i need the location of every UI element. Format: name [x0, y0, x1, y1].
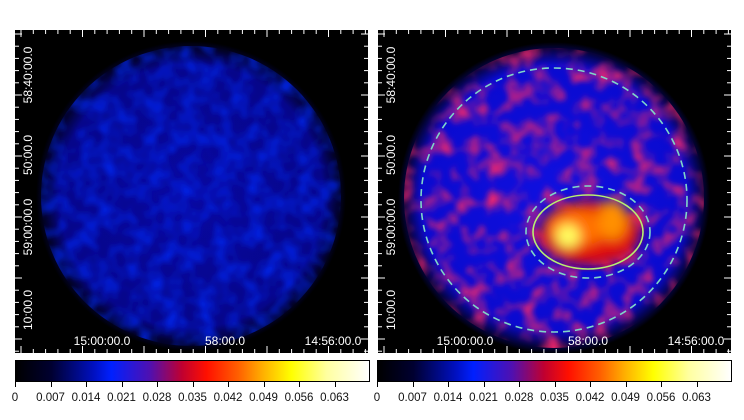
- colorbar-tick: [554, 382, 556, 387]
- colorbar-left: [15, 360, 370, 382]
- x-tick-label: 14:56:00.0: [667, 334, 725, 348]
- colorbar-tick: [448, 382, 449, 387]
- background-region-circle[interactable]: [420, 67, 688, 333]
- xray-image-right: [378, 30, 731, 353]
- colorbar-tick-label: 0.028: [504, 392, 534, 404]
- bright-core: [540, 200, 640, 265]
- axis-ticks: [378, 30, 731, 353]
- emission-texture: [41, 46, 341, 346]
- colorbar-tick-label: 0.035: [540, 392, 569, 404]
- image-panel-left: 58:40:00.0 50:00.0 59:00:00.0 10:00.0 15…: [15, 30, 368, 353]
- colorbar-tick: [625, 382, 627, 387]
- colorbar-tick: [590, 382, 591, 387]
- colorbar-tick-label: 0.063: [682, 392, 711, 404]
- y-tick-label: 10:00.0: [21, 289, 35, 331]
- x-tick-label: 58:00.0: [204, 334, 246, 348]
- colorbar-tick: [377, 382, 378, 387]
- colorbar-tick: [121, 382, 123, 387]
- colorbar-tick-label: 0.042: [213, 392, 243, 404]
- colorbar-tick: [50, 382, 52, 387]
- source-region-outer-dashed[interactable]: [525, 185, 651, 279]
- y-tick-label: 58:40:00.0: [21, 46, 35, 104]
- colorbar-tick-label: 0.014: [433, 392, 463, 404]
- colorbar-tick: [661, 382, 662, 387]
- x-tick-label: 14:56:00.0: [304, 334, 362, 348]
- xray-image-left: [15, 30, 368, 353]
- colorbar-tick-label: 0.007: [36, 392, 65, 404]
- colorbar-tick: [696, 382, 698, 387]
- y-tick-label: 50:00.0: [21, 134, 35, 176]
- colorbar-tick-label: 0: [373, 392, 381, 404]
- colorbar-tick-label: 0.056: [646, 392, 676, 404]
- y-tick-label: 58:40:00.0: [384, 46, 398, 104]
- axis-ticks: [15, 30, 368, 353]
- colorbar-tick-label: 0.021: [107, 392, 136, 404]
- x-tick-label: 58:00.0: [567, 334, 609, 348]
- colorbar-right: [377, 360, 732, 382]
- colorbar-tick: [86, 382, 87, 387]
- x-tick-label: 15:00:00.0: [436, 334, 494, 348]
- colorbar-tick-label: 0.049: [249, 392, 278, 404]
- colorbar-tick-label: 0.021: [469, 392, 498, 404]
- colorbar-tick: [412, 382, 414, 387]
- colorbar-tick-label: 0.014: [71, 392, 101, 404]
- y-tick-label: 10:00.0: [384, 289, 398, 331]
- colorbar-tick: [299, 382, 300, 387]
- colorbar-tick-label: 0.049: [611, 392, 640, 404]
- colorbar-tick-label: 0.056: [284, 392, 314, 404]
- colorbar-tick-label: 0.063: [320, 392, 349, 404]
- colorbar-tick: [15, 382, 16, 387]
- colorbar-tick-label: 0.028: [142, 392, 172, 404]
- colorbar-tick: [263, 382, 265, 387]
- colorbar-tick: [228, 382, 229, 387]
- y-tick-label: 59:00:00.0: [384, 198, 398, 256]
- colorbar-tick: [519, 382, 520, 387]
- colorbar-tick: [157, 382, 158, 387]
- image-panel-right: 58:40:00.0 50:00.0 59:00:00.0 10:00.0 15…: [378, 30, 731, 353]
- colorbar-tick-label: 0.035: [178, 392, 207, 404]
- colorbar-tick-label: 0.007: [398, 392, 427, 404]
- colorbar-tick-label: 0.042: [575, 392, 605, 404]
- source-region-ellipse[interactable]: [532, 194, 644, 270]
- colorbar-tick-label: 0: [11, 392, 19, 404]
- colorbar-tick: [192, 382, 194, 387]
- colorbar-tick: [483, 382, 485, 387]
- y-tick-label: 59:00:00.0: [21, 198, 35, 256]
- x-tick-label: 15:00:00.0: [73, 334, 131, 348]
- y-tick-label: 50:00.0: [384, 134, 398, 176]
- emission-texture: [404, 48, 704, 348]
- colorbar-tick: [334, 382, 336, 387]
